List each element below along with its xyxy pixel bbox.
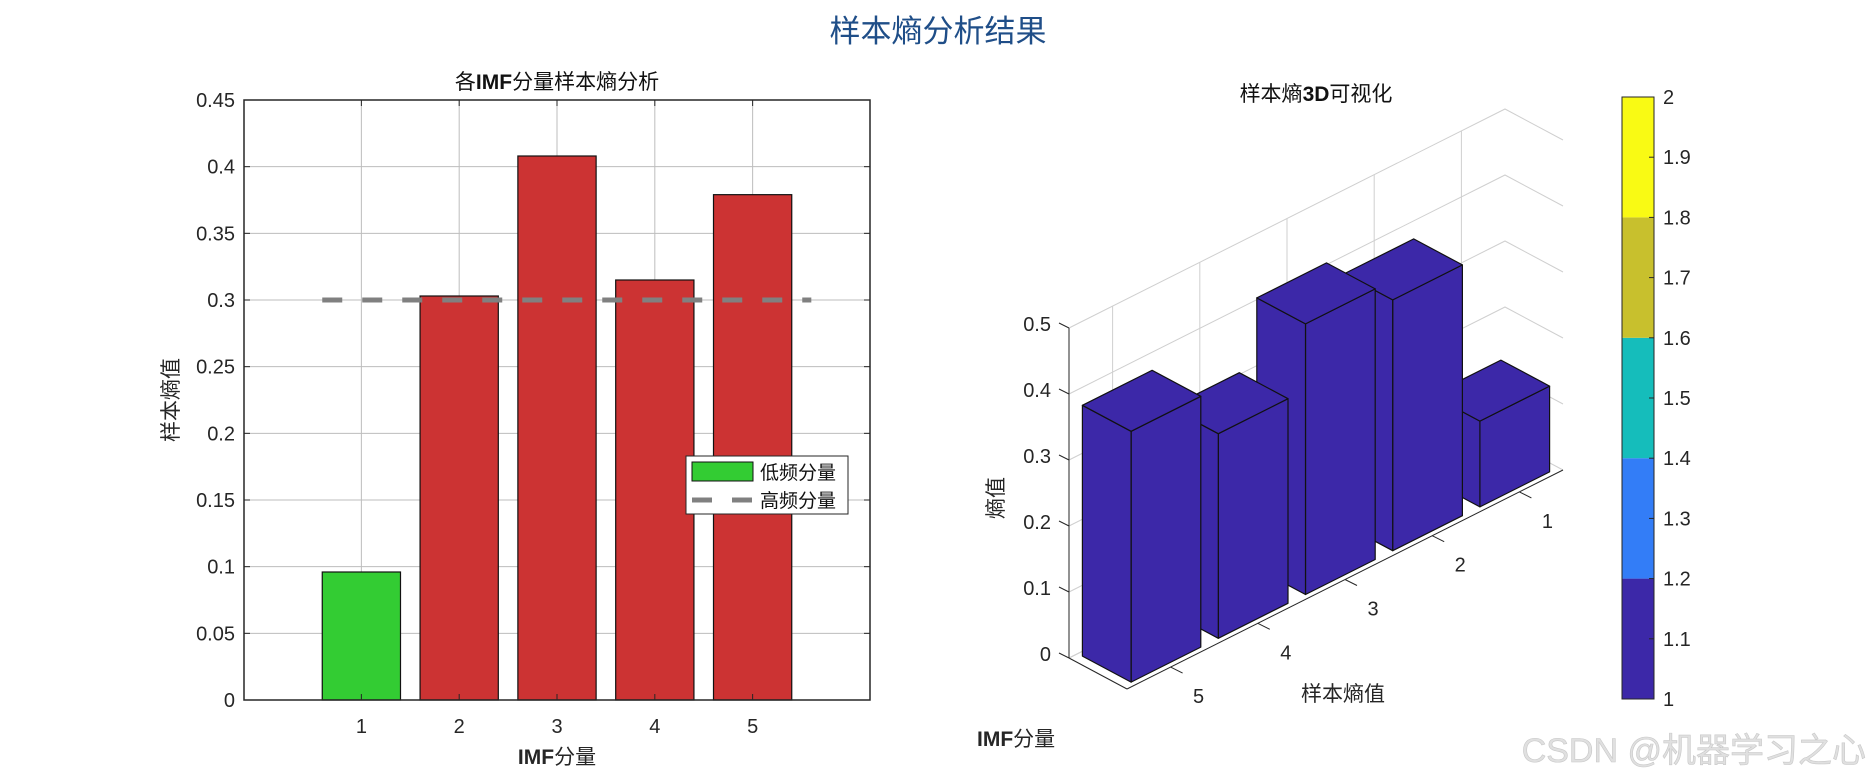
z-tick-mark [1058, 388, 1070, 395]
x-tick-label: 1 [1542, 511, 1553, 533]
x-tick-label: 5 [1193, 686, 1204, 708]
legend-lowfreq-label: 低频分量 [760, 462, 836, 484]
bar3d-bars [1081, 238, 1551, 683]
bar3d-ylabel: 样本熵值 [1301, 683, 1385, 706]
bar-chart-ylabel: 样本熵值 [160, 358, 183, 442]
z-tick-label: 0 [1040, 644, 1051, 666]
y-tick-label: 0.05 [196, 623, 235, 645]
bar-chart-xlabel: IMF分量 [518, 746, 596, 769]
y-tick-label: 0.25 [196, 357, 235, 379]
colorbar-tick-label: 1.3 [1663, 508, 1691, 530]
bar-imf-5[interactable] [712, 194, 793, 701]
y-tick-label: 0.35 [196, 223, 235, 245]
y-axis-line [1068, 657, 1128, 690]
z-tick-mark [1058, 586, 1070, 593]
x-tick-label: 4 [1280, 642, 1291, 664]
bar-imf-4[interactable] [615, 279, 695, 701]
y-tick-label: 0.2 [207, 423, 235, 445]
bar-side-face [1081, 404, 1132, 683]
colorbar-tick-label: 1.9 [1663, 147, 1691, 169]
x-tick-label: 2 [1455, 555, 1466, 577]
y-tick-label: 0.45 [196, 90, 235, 112]
bar-chart-xticks: 1 2 3 4 5 [356, 100, 758, 738]
bar-chart-axes: 各IMF分量样本熵分析 0 0.05 0.1 0.15 0.2 0.25 0.3 0.35 0.… [160, 71, 871, 769]
colorbar-tick-label: 1.7 [1663, 268, 1691, 290]
colorbar-segment-1 [1622, 578, 1654, 699]
y-tick-label: 0.3 [207, 290, 235, 312]
colorbar-tick-label: 1.5 [1663, 388, 1691, 410]
bar-imf-2[interactable] [419, 295, 499, 701]
bar-top-face [1256, 262, 1376, 325]
colorbar: 1 1.1 1.2 1.3 1.4 1.5 1.6 1.7 1.8 1.9 2 [1621, 87, 1691, 711]
watermark: CSDN @机器学习之心 [1522, 732, 1866, 770]
bar-chart-title: 各IMF分量样本熵分析 [455, 71, 659, 94]
bar3d-xticks: 5 4 3 2 1 [1170, 491, 1553, 708]
z-tick-mark [1058, 652, 1070, 659]
x-tick-mark [1344, 579, 1358, 586]
colorbar-segment-2 [1622, 458, 1654, 579]
bar3d-xlabel: IMF分量 [977, 728, 1055, 751]
bar-front-face [1217, 398, 1289, 639]
colorbar-tick-label: 1.8 [1663, 207, 1691, 229]
bar-top-face [1081, 369, 1202, 432]
z-tick-label: 0.2 [1023, 512, 1051, 534]
x-tick-label: 5 [747, 716, 758, 738]
bar-imf-1[interactable] [321, 571, 402, 701]
bar-front-face [1392, 264, 1464, 552]
bar-chart-bars [321, 155, 793, 701]
bar-imf-3[interactable] [517, 155, 597, 701]
y-tick-label: 0.4 [207, 157, 235, 179]
x-tick-label: 3 [551, 716, 562, 738]
bar3d-zlabel: 熵值 [985, 477, 1008, 519]
x-tick-mark [1257, 622, 1271, 630]
colorbar-segment-3 [1622, 337, 1654, 459]
colorbar-segments [1622, 97, 1654, 699]
colorbar-segment-5 [1622, 97, 1654, 218]
colorbar-tick-label: 1.6 [1663, 328, 1691, 350]
y-tick-label: 0.15 [196, 490, 235, 512]
bar-front-face [1130, 395, 1202, 683]
x-tick-label: 2 [454, 716, 465, 738]
x-tick-label: 4 [649, 716, 660, 738]
legend-lowfreq-swatch [691, 461, 754, 482]
x-tick-mark [1170, 666, 1183, 674]
x-tick-label: 3 [1367, 599, 1378, 621]
colorbar-segment-4 [1622, 217, 1654, 338]
bar-chart-legend[interactable]: 低频分量 高频分量 [685, 455, 849, 515]
z-tick-label: 0.1 [1023, 578, 1051, 600]
colorbar-tick-label: 1.1 [1663, 629, 1691, 651]
colorbar-ticks: 1 1.1 1.2 1.3 1.4 1.5 1.6 1.7 1.8 1.9 2 [1649, 87, 1691, 711]
z-tick-mark [1058, 520, 1070, 527]
x-tick-label: 1 [356, 716, 367, 738]
bar3d-zticks: 0 0.1 0.2 0.3 0.4 0.5 [1023, 314, 1070, 666]
colorbar-tick-label: 1.4 [1663, 448, 1691, 470]
x-tick-mark [1519, 491, 1532, 499]
y-tick-label: 0 [224, 690, 235, 712]
z-tick-label: 0.4 [1023, 380, 1051, 402]
colorbar-tick-label: 1.2 [1663, 569, 1691, 591]
bar-chart-yticks: 0 0.05 0.1 0.15 0.2 0.25 0.3 0.35 0.4 0.45 [196, 90, 870, 712]
legend-highfreq-label: 高频分量 [760, 490, 836, 512]
bar3d-imf-5[interactable] [1081, 369, 1202, 683]
z-tick-mark [1058, 454, 1070, 461]
figure-suptitle: 样本熵分析结果 [830, 14, 1047, 50]
z-tick-label: 0.5 [1023, 314, 1051, 336]
bar3d-chart-title: 样本熵3D可视化 [1240, 83, 1393, 106]
z-gridline [1068, 174, 1564, 395]
z-tick-label: 0.3 [1023, 446, 1051, 468]
y-tick-label: 0.1 [207, 557, 235, 579]
bar-front-face [1304, 288, 1376, 596]
z-gridline [1068, 108, 1564, 329]
colorbar-tick-label: 1 [1663, 689, 1674, 711]
colorbar-tick-label: 2 [1663, 87, 1674, 109]
z-tick-mark [1058, 322, 1070, 329]
x-tick-mark [1431, 535, 1445, 543]
